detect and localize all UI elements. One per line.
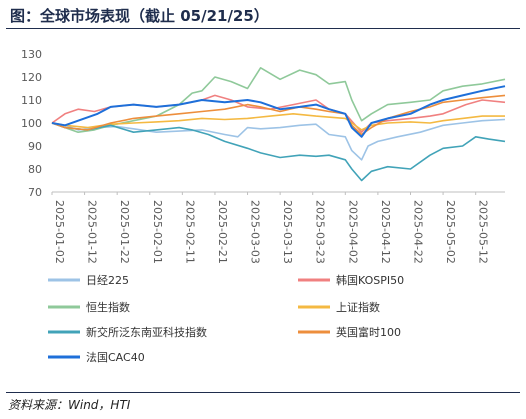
legend-label: 法国CAC40 [86,350,145,364]
chart-series-lines [51,67,506,182]
x-tick-label: 2025-04-12 [379,200,392,264]
y-tick-label: 130 [21,48,42,61]
x-tick-label: 2025-03-13 [281,200,294,264]
series-line [51,113,505,131]
x-tick-label: 2025-01-02 [53,200,66,264]
x-tick-label: 2025-02-11 [183,200,196,264]
page-title: 图：全球市场表现（截止 05/21/25） [10,7,269,25]
x-tick-label: 2025-04-22 [411,200,424,264]
y-tick-label: 100 [21,117,42,130]
legend-label: 韩国KOSPI50 [336,273,404,287]
x-tick-label: 2025-01-12 [86,200,99,264]
series-line [51,122,506,182]
x-tick-label: 2025-02-21 [216,200,229,264]
y-axis: 70 80 90 100 110 120 130 [21,48,42,199]
legend-label: 新交所泛东南亚科技指数 [86,325,207,339]
source-note: 资料来源：Wind，HTI [8,398,131,412]
x-tick-label: 2025-02-01 [151,200,164,264]
x-tick-label: 2025-05-12 [477,200,490,264]
y-tick-label: 120 [21,71,42,84]
legend-label: 上证指数 [336,300,380,314]
y-tick-label: 70 [28,186,42,199]
x-tick-label: 2025-03-23 [314,200,327,264]
series-line [51,118,506,161]
x-axis: 2025-01-02 2025-01-12 2025-01-22 2025-02-01… [51,191,505,264]
title-divider [6,28,520,29]
x-tick-label: 2025-01-22 [118,200,131,264]
series-line [51,85,506,138]
x-tick-label: 2025-05-02 [444,200,457,264]
y-tick-label: 90 [28,140,42,153]
y-tick-label: 110 [21,94,42,107]
series-line [51,94,506,136]
footer-divider [6,392,520,393]
legend-label: 日经225 [86,274,129,287]
legend-label: 英国富时100 [336,325,401,339]
series-line [51,67,506,133]
legend-label: 恒生指数 [86,300,130,314]
x-tick-label: 2025-04-02 [346,200,359,264]
x-tick-label: 2025-03-03 [249,200,262,264]
y-tick-label: 80 [28,163,42,176]
